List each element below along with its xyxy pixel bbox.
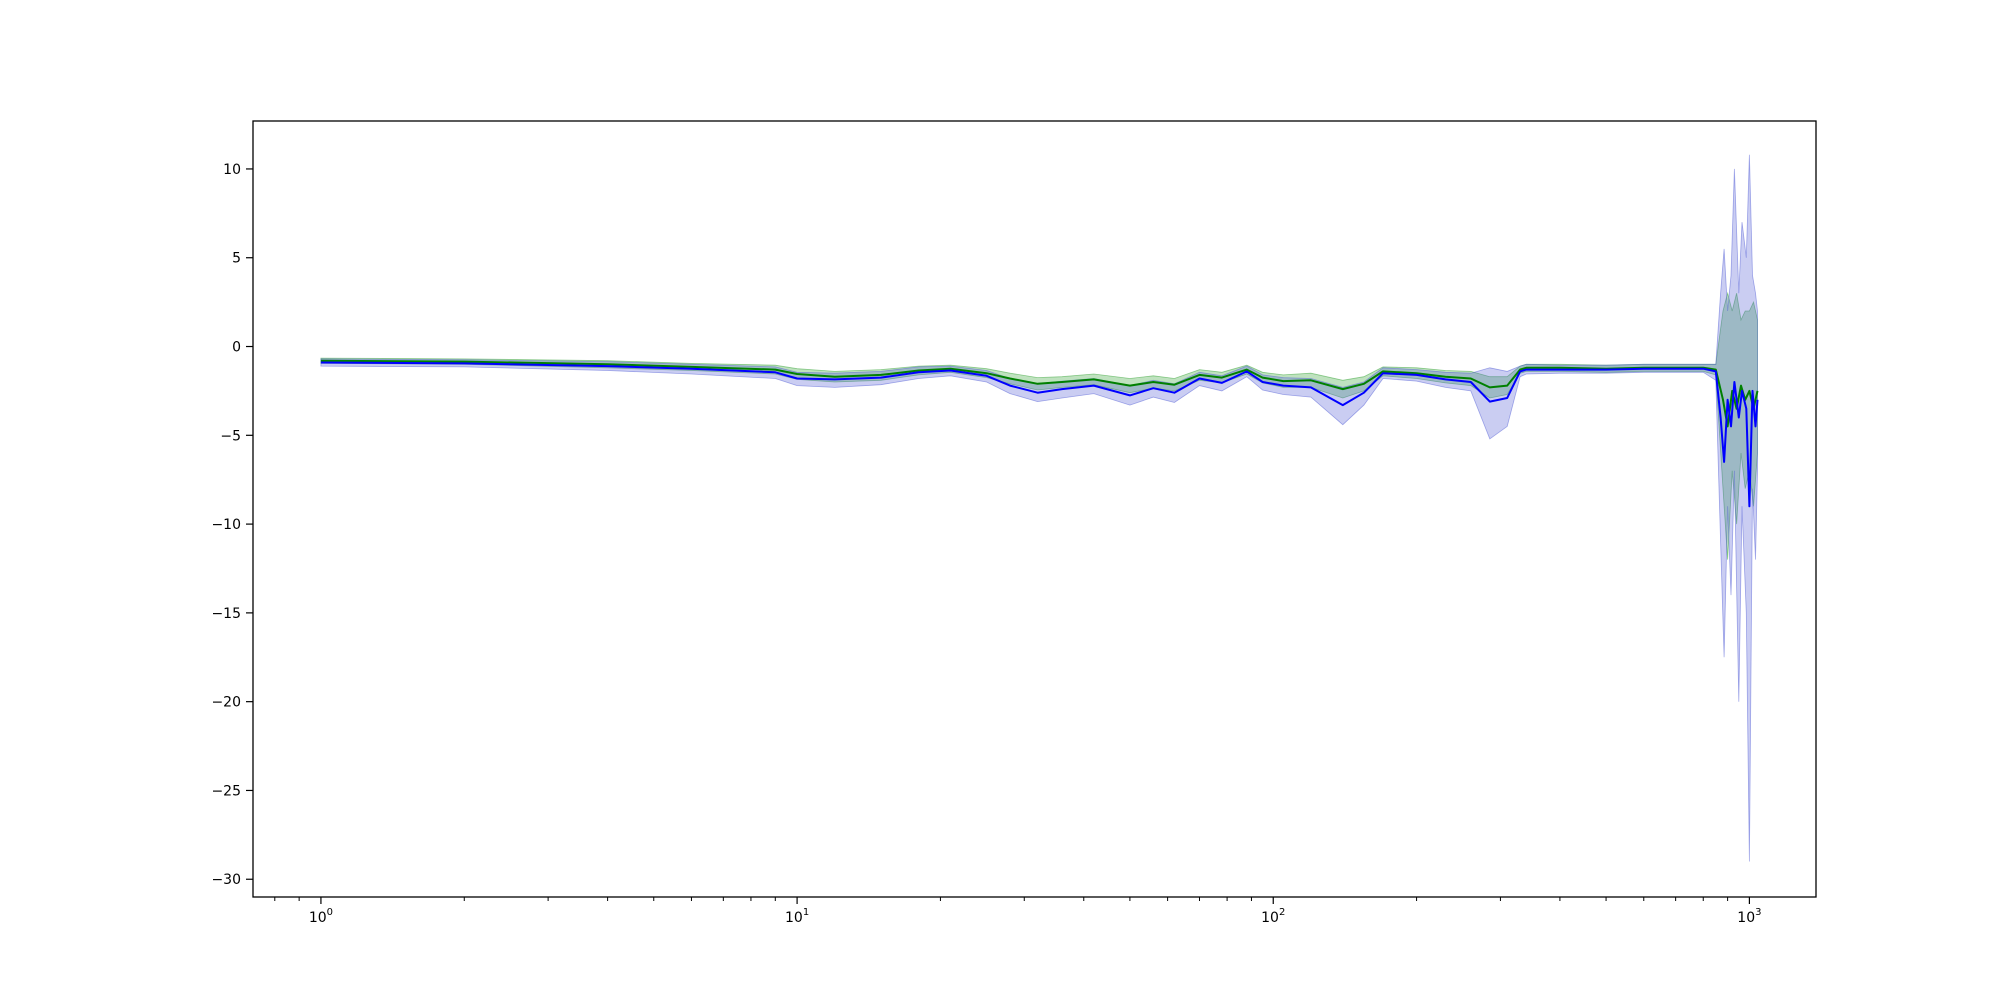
plot-frame	[252, 120, 1817, 898]
y-tick-label: −30	[211, 872, 241, 888]
x-axis: 100 101 102 103	[274, 897, 1761, 926]
y-tick-label: −10	[211, 517, 241, 533]
y-tick-label: −20	[211, 695, 241, 711]
confidence-bands	[320, 154, 1758, 862]
y-axis: 10 5 0 −5 −10 −15 −20 −25 −30	[211, 162, 253, 888]
y-tick-label: 0	[232, 340, 241, 356]
series-lines	[320, 359, 1759, 508]
y-tick-label: 10	[223, 162, 241, 178]
series-1-line	[320, 361, 1759, 508]
x-tick-label: 101	[785, 907, 809, 926]
y-tick-label: −5	[220, 428, 241, 444]
y-tick-label: −15	[211, 606, 241, 622]
y-tick-label: −25	[211, 783, 241, 799]
series-1-band	[320, 154, 1758, 862]
y-tick-label: 5	[232, 251, 241, 267]
x-tick-label: 100	[309, 907, 333, 926]
x-tick-label: 103	[1737, 907, 1761, 926]
x-tick-label: 102	[1261, 907, 1285, 926]
series-0-line	[320, 359, 1759, 428]
